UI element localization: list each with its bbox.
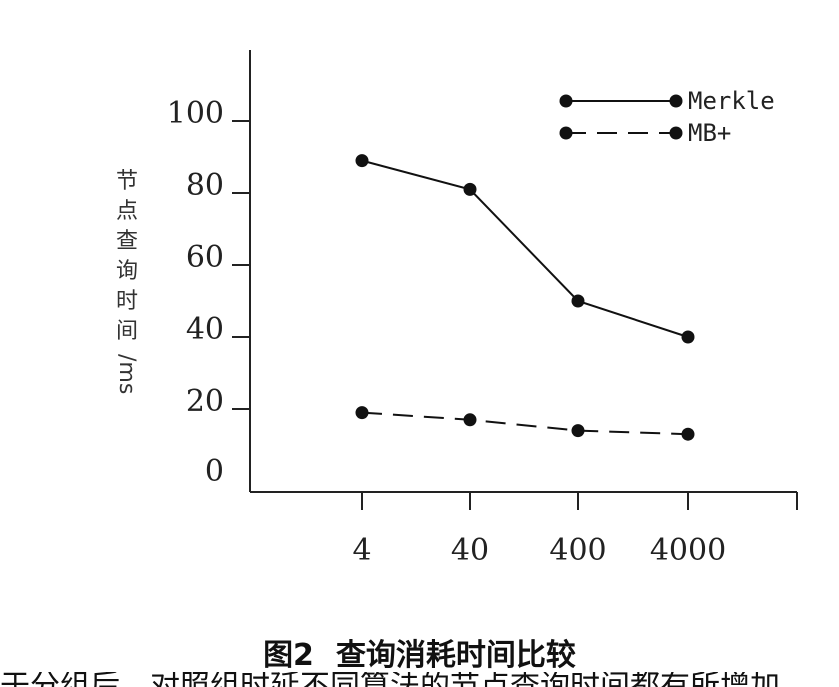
legend-label: Merkle	[688, 87, 775, 115]
y-label-char: 查	[116, 229, 138, 254]
y-label-char: 时	[116, 289, 138, 314]
x-tick-label: 400	[549, 533, 606, 568]
y-tick-label: 60	[186, 240, 224, 275]
data-point	[355, 154, 369, 168]
data-point	[355, 406, 369, 420]
axes	[249, 50, 798, 510]
y-label-unit: /ms	[114, 354, 139, 394]
x-ticks: 4 40 400 4000	[352, 492, 726, 568]
data-point	[571, 294, 585, 308]
legend-marker	[669, 94, 683, 108]
data-point	[463, 182, 477, 196]
y-label-char: 节	[116, 169, 138, 194]
x-tick-label: 4	[352, 533, 371, 568]
y-label-char: 点	[116, 199, 138, 224]
y-tick-label: 20	[186, 384, 224, 419]
figure-caption: 图2 查询消耗时间比较	[0, 630, 839, 674]
series-group	[355, 154, 695, 441]
data-point	[681, 427, 695, 441]
figure-number: 图2	[263, 638, 314, 673]
data-point	[463, 413, 477, 427]
legend-marker	[559, 126, 573, 140]
x-tick-label: 40	[451, 533, 489, 568]
y-tick-label: 0	[205, 454, 224, 489]
x-tick-label: 4000	[650, 533, 726, 568]
legend-marker	[669, 126, 683, 140]
figure-title: 查询消耗时间比较	[335, 638, 576, 673]
partial-body-text: 于分组后，对照组时延不同算法的节点查询时间都有所增加	[0, 672, 839, 687]
series-line-1	[361, 411, 689, 436]
legend-label: MB+	[688, 119, 731, 147]
y-tick-label: 40	[186, 312, 224, 347]
y-ticks: 0 20 40 60 80 100	[167, 96, 250, 489]
data-point	[571, 424, 585, 438]
legend-marker	[559, 94, 573, 108]
series-line-0	[361, 159, 689, 338]
y-label-char: 间	[116, 319, 138, 344]
y-tick-label: 80	[186, 168, 224, 203]
y-tick-label: 100	[167, 96, 224, 131]
data-point	[681, 330, 695, 344]
legend: Merkle MB+	[559, 87, 775, 147]
y-label-char: 询	[116, 259, 138, 284]
